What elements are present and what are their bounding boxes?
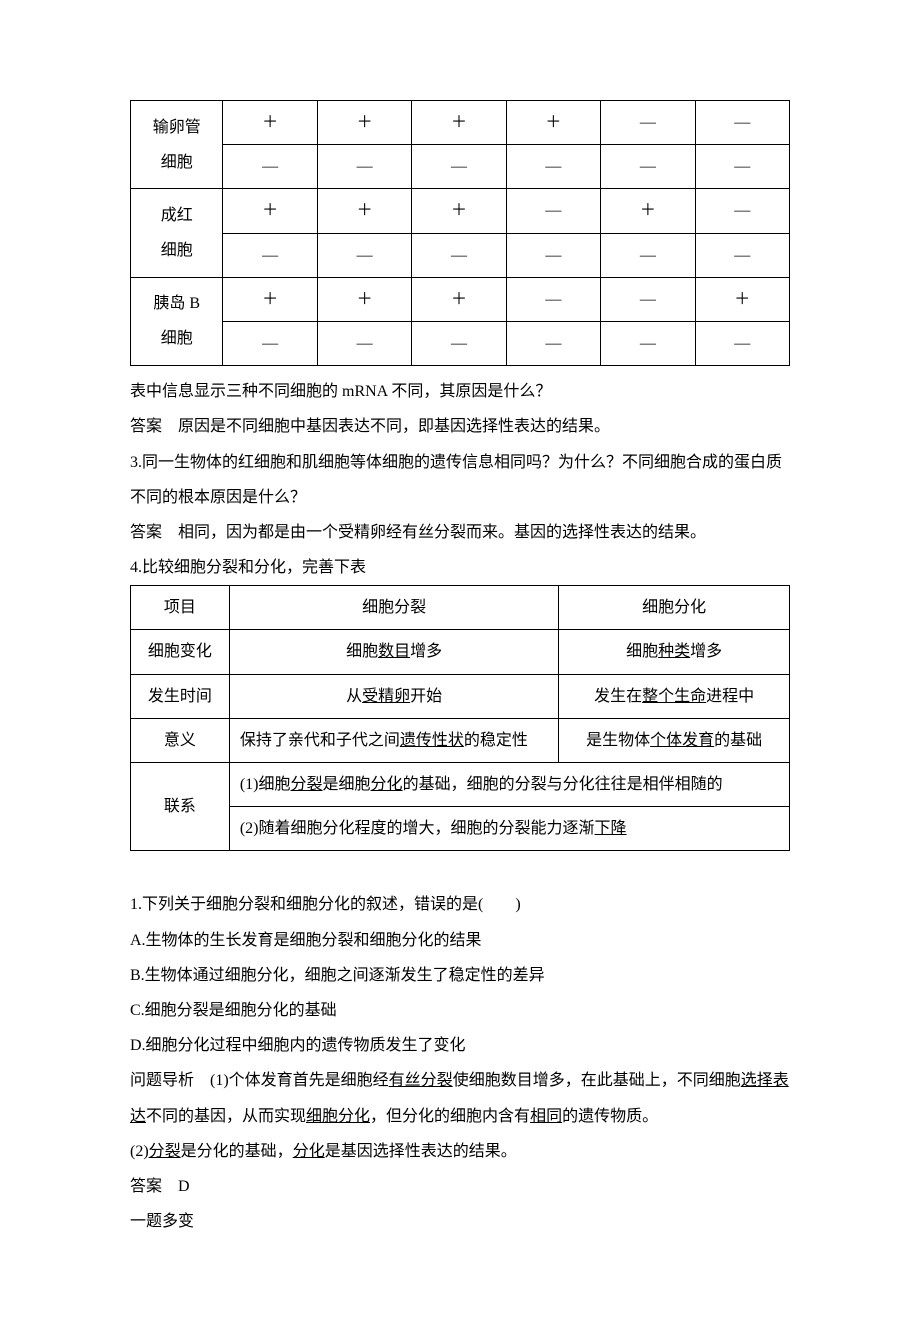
table-row: — — — — — — xyxy=(131,321,790,365)
option-d: D.细胞分化过程中细胞内的遗传物质发生了变化 xyxy=(130,1028,790,1063)
cell: — xyxy=(601,145,695,189)
option-a: A.生物体的生长发育是细胞分裂和细胞分化的结果 xyxy=(130,923,790,958)
row-label: 发生时间 xyxy=(131,674,230,718)
cell: — xyxy=(506,321,600,365)
cell: ＋ xyxy=(506,101,600,145)
option-b: B.生物体通过细胞分化，细胞之间逐渐发生了稳定性的差异 xyxy=(130,958,790,993)
answer-paragraph: 答案 原因是不同细胞中基因表达不同，即基因选择性表达的结果。 xyxy=(130,409,790,444)
cell: — xyxy=(506,277,600,321)
cell: 从受精卵开始 xyxy=(229,674,559,718)
cell: — xyxy=(317,233,411,277)
cell: 发生在整个生命进程中 xyxy=(559,674,790,718)
cell: — xyxy=(695,145,789,189)
option-c: C.细胞分裂是细胞分化的基础 xyxy=(130,993,790,1028)
cell: — xyxy=(412,145,506,189)
cell: ＋ xyxy=(223,101,317,145)
cell-label: 成红细胞 xyxy=(131,189,223,277)
variation-label: 一题多变 xyxy=(130,1204,790,1239)
cell: (2)随着细胞分化程度的增大，细胞的分裂能力逐渐下降 xyxy=(229,807,789,851)
cell: ＋ xyxy=(317,101,411,145)
mrna-table: 输卵管细胞 ＋ ＋ ＋ ＋ — — — — — — — — 成红细胞 ＋ ＋ ＋… xyxy=(130,100,790,366)
cell: — xyxy=(601,101,695,145)
cell: — xyxy=(506,233,600,277)
cell: ＋ xyxy=(223,277,317,321)
cell: — xyxy=(695,189,789,233)
question-stem: 1.下列关于细胞分裂和细胞分化的叙述，错误的是( ) xyxy=(130,887,790,922)
cell: — xyxy=(317,321,411,365)
cell: 保持了亲代和子代之间遗传性状的稳定性 xyxy=(229,718,559,762)
header-cell: 细胞分裂 xyxy=(229,586,559,630)
header-cell: 项目 xyxy=(131,586,230,630)
paragraph: 表中信息显示三种不同细胞的 mRNA 不同，其原因是什么？ xyxy=(130,374,790,409)
cell-label: 输卵管细胞 xyxy=(131,101,223,189)
answer-paragraph: 答案 相同，因为都是由一个受精卵经有丝分裂而来。基因的选择性表达的结果。 xyxy=(130,515,790,550)
analysis-paragraph: (2)分裂是分化的基础，分化是基因选择性表达的结果。 xyxy=(130,1134,790,1169)
table-row: 细胞变化 细胞数目增多 细胞种类增多 xyxy=(131,630,790,674)
table-header-row: 项目 细胞分裂 细胞分化 xyxy=(131,586,790,630)
cell: — xyxy=(601,277,695,321)
cell: ＋ xyxy=(317,189,411,233)
cell: — xyxy=(695,321,789,365)
comparison-table: 项目 细胞分裂 细胞分化 细胞变化 细胞数目增多 细胞种类增多 发生时间 从受精… xyxy=(130,585,790,851)
cell: ＋ xyxy=(412,277,506,321)
cell: ＋ xyxy=(601,189,695,233)
cell: 是生物体个体发育的基础 xyxy=(559,718,790,762)
cell: — xyxy=(412,321,506,365)
row-label: 联系 xyxy=(131,763,230,851)
table-row: — — — — — — xyxy=(131,145,790,189)
cell: — xyxy=(695,233,789,277)
spacer xyxy=(130,859,790,887)
cell: — xyxy=(601,321,695,365)
cell-label: 胰岛 B细胞 xyxy=(131,277,223,365)
cell: — xyxy=(412,233,506,277)
cell: 细胞数目增多 xyxy=(229,630,559,674)
cell: — xyxy=(223,321,317,365)
cell: — xyxy=(223,145,317,189)
cell: — xyxy=(695,101,789,145)
table-row: — — — — — — xyxy=(131,233,790,277)
question-paragraph: 4.比较细胞分裂和分化，完善下表 xyxy=(130,550,790,585)
header-cell: 细胞分化 xyxy=(559,586,790,630)
table-row: (2)随着细胞分化程度的增大，细胞的分裂能力逐渐下降 xyxy=(131,807,790,851)
cell: ＋ xyxy=(695,277,789,321)
analysis-paragraph: 问题导析 (1)个体发育首先是细胞经有丝分裂使细胞数目增多，在此基础上，不同细胞… xyxy=(130,1063,790,1133)
table-row: 胰岛 B细胞 ＋ ＋ ＋ — — ＋ xyxy=(131,277,790,321)
table-row: 发生时间 从受精卵开始 发生在整个生命进程中 xyxy=(131,674,790,718)
question-paragraph: 3.同一生物体的红细胞和肌细胞等体细胞的遗传信息相同吗？为什么？不同细胞合成的蛋… xyxy=(130,445,790,515)
answer-line: 答案 D xyxy=(130,1169,790,1204)
cell: ＋ xyxy=(412,189,506,233)
row-label: 意义 xyxy=(131,718,230,762)
cell: (1)细胞分裂是细胞分化的基础，细胞的分裂与分化往往是相伴相随的 xyxy=(229,763,789,807)
table-row: 输卵管细胞 ＋ ＋ ＋ ＋ — — xyxy=(131,101,790,145)
cell: — xyxy=(223,233,317,277)
row-label: 细胞变化 xyxy=(131,630,230,674)
cell: — xyxy=(317,145,411,189)
cell: 细胞种类增多 xyxy=(559,630,790,674)
cell: — xyxy=(506,145,600,189)
table-row: 成红细胞 ＋ ＋ ＋ — ＋ — xyxy=(131,189,790,233)
table-row: 意义 保持了亲代和子代之间遗传性状的稳定性 是生物体个体发育的基础 xyxy=(131,718,790,762)
cell: ＋ xyxy=(412,101,506,145)
cell: — xyxy=(506,189,600,233)
table-row: 联系 (1)细胞分裂是细胞分化的基础，细胞的分裂与分化往往是相伴相随的 xyxy=(131,763,790,807)
cell: ＋ xyxy=(317,277,411,321)
cell: ＋ xyxy=(223,189,317,233)
cell: — xyxy=(601,233,695,277)
